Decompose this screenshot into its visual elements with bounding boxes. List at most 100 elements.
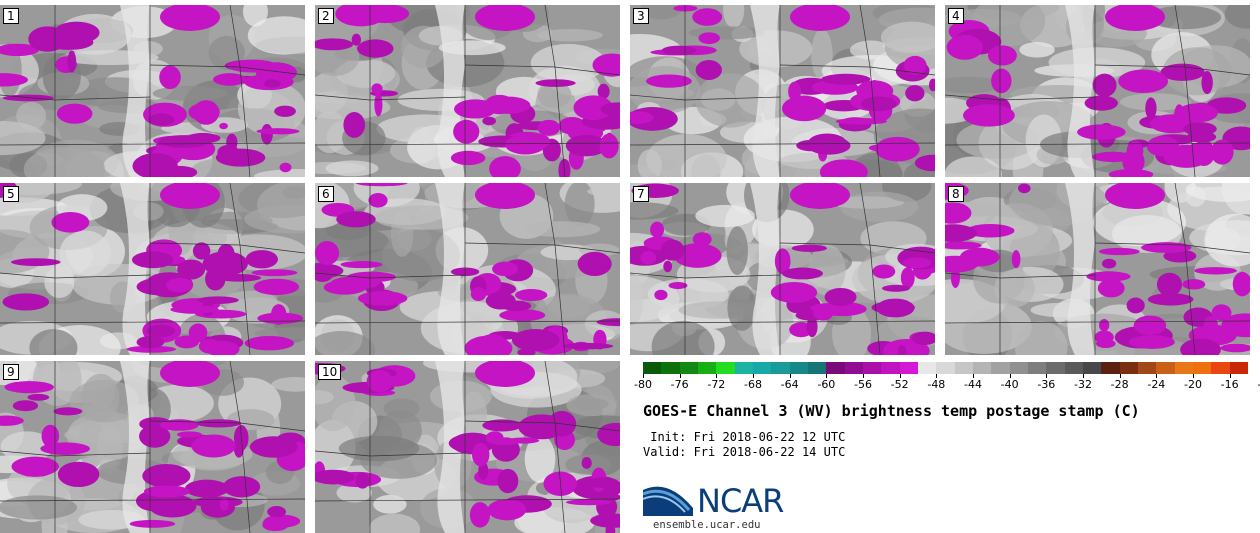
- moist-region: [1211, 304, 1232, 321]
- moist-region: [586, 477, 619, 489]
- init-time: Init: Fri 2018-06-22 12 UTC: [643, 430, 846, 444]
- moist-region: [219, 497, 229, 511]
- moist-region: [1201, 70, 1213, 95]
- state-border: [0, 272, 151, 355]
- moist-region: [881, 284, 910, 292]
- moist-region: [262, 516, 286, 531]
- moist-region: [1105, 183, 1165, 209]
- moist-region: [1180, 338, 1221, 355]
- state-border: [945, 94, 1096, 177]
- colorbar-tick-label: -56: [854, 378, 872, 391]
- moist-region: [1098, 247, 1140, 256]
- gray-contour: [1147, 5, 1222, 30]
- gray-contour: [695, 204, 755, 228]
- gray-contour: [222, 290, 278, 314]
- colorbar-tick-label: -68: [744, 378, 762, 391]
- moist-region: [470, 287, 487, 301]
- moist-region: [159, 65, 181, 90]
- moist-region: [336, 211, 376, 228]
- dry-band: [750, 5, 780, 177]
- colorbar-bin-18: [972, 362, 992, 374]
- gray-contour: [152, 85, 228, 101]
- gray-contour: [315, 110, 348, 154]
- wv-brightness-map: [315, 361, 620, 533]
- moist-region: [790, 183, 850, 209]
- colorbar-bin-12: [862, 362, 882, 374]
- moist-region: [270, 304, 287, 325]
- moist-region: [1147, 293, 1194, 306]
- plot-title: GOES-E Channel 3 (WV) brightness temp po…: [643, 402, 1140, 420]
- postage-stamp-panel: 2: [315, 5, 620, 177]
- postage-stamp-panel: 4: [945, 5, 1250, 177]
- colorbar-tick-mark: [899, 374, 901, 378]
- moist-region: [335, 5, 387, 27]
- postage-stamp-panel: 6: [315, 183, 620, 355]
- postage-stamp-panel: 10: [315, 361, 620, 533]
- moist-region: [1182, 279, 1206, 290]
- moist-region: [454, 99, 497, 119]
- gray-contour: [695, 73, 766, 128]
- moist-region: [692, 8, 723, 26]
- moist-region: [166, 277, 193, 293]
- state-border: [859, 183, 881, 355]
- moist-region: [565, 134, 608, 157]
- gray-contour: [637, 149, 662, 177]
- colorbar-bin-28: [1156, 362, 1175, 374]
- moist-region: [126, 345, 176, 353]
- state-border: [0, 450, 151, 533]
- moist-region: [475, 5, 535, 31]
- moist-region: [174, 335, 199, 349]
- moist-region: [245, 250, 278, 269]
- colorbar-tick-mark: [1193, 374, 1194, 378]
- moist-region: [1105, 5, 1165, 31]
- colorbar-bin-26: [1119, 362, 1138, 374]
- panel-member-label: 4: [948, 8, 964, 24]
- moist-region: [1156, 272, 1183, 297]
- moist-region: [355, 472, 370, 489]
- moist-region: [355, 183, 408, 187]
- state-border: [0, 94, 151, 177]
- colorbar-tick-mark: [936, 374, 938, 378]
- colorbar-tick-label: -24: [1147, 378, 1166, 391]
- panel-member-label: 3: [633, 8, 649, 24]
- gray-contour: [587, 185, 620, 198]
- moist-region: [340, 260, 383, 269]
- moist-region: [1101, 258, 1117, 269]
- logo-url: ensemble.ucar.edu: [653, 519, 761, 531]
- gray-contour: [0, 121, 46, 156]
- state-border: [315, 498, 620, 502]
- colorbar-tickmarks: [643, 374, 1248, 378]
- moist-region: [1011, 250, 1021, 269]
- moist-region: [791, 244, 827, 252]
- wv-brightness-map: [945, 183, 1250, 355]
- gray-contour: [251, 137, 305, 177]
- moist-region: [1092, 73, 1117, 97]
- moist-region: [1141, 242, 1192, 253]
- postage-stamp-panel: 9: [0, 361, 305, 533]
- moist-region: [640, 251, 657, 265]
- gray-contour: [237, 82, 305, 136]
- moist-region: [945, 241, 982, 250]
- gray-contour: [994, 269, 1035, 308]
- colorbar-tick-mark: [679, 374, 681, 378]
- moist-region: [558, 116, 586, 135]
- colorbar-tick-label: -12: [1257, 378, 1260, 391]
- colorbar-bin-32: [1229, 362, 1248, 374]
- moist-region: [695, 60, 722, 80]
- moist-region: [192, 242, 211, 260]
- moist-region: [905, 85, 925, 102]
- colorbar-bin-20: [1009, 362, 1028, 374]
- moist-region: [1077, 124, 1126, 140]
- state-border: [0, 498, 305, 502]
- moist-region: [806, 316, 818, 338]
- colorbar-tick-label: -76: [670, 378, 689, 391]
- moist-region: [215, 148, 266, 167]
- moist-region: [1097, 279, 1125, 298]
- wv-brightness-map: [315, 5, 620, 177]
- colorbar-bin-8: [789, 362, 808, 374]
- gray-contour: [271, 377, 305, 392]
- colorbar-bin-17: [954, 362, 973, 374]
- moist-region: [51, 212, 90, 233]
- moist-region: [781, 95, 827, 122]
- state-border: [544, 183, 566, 355]
